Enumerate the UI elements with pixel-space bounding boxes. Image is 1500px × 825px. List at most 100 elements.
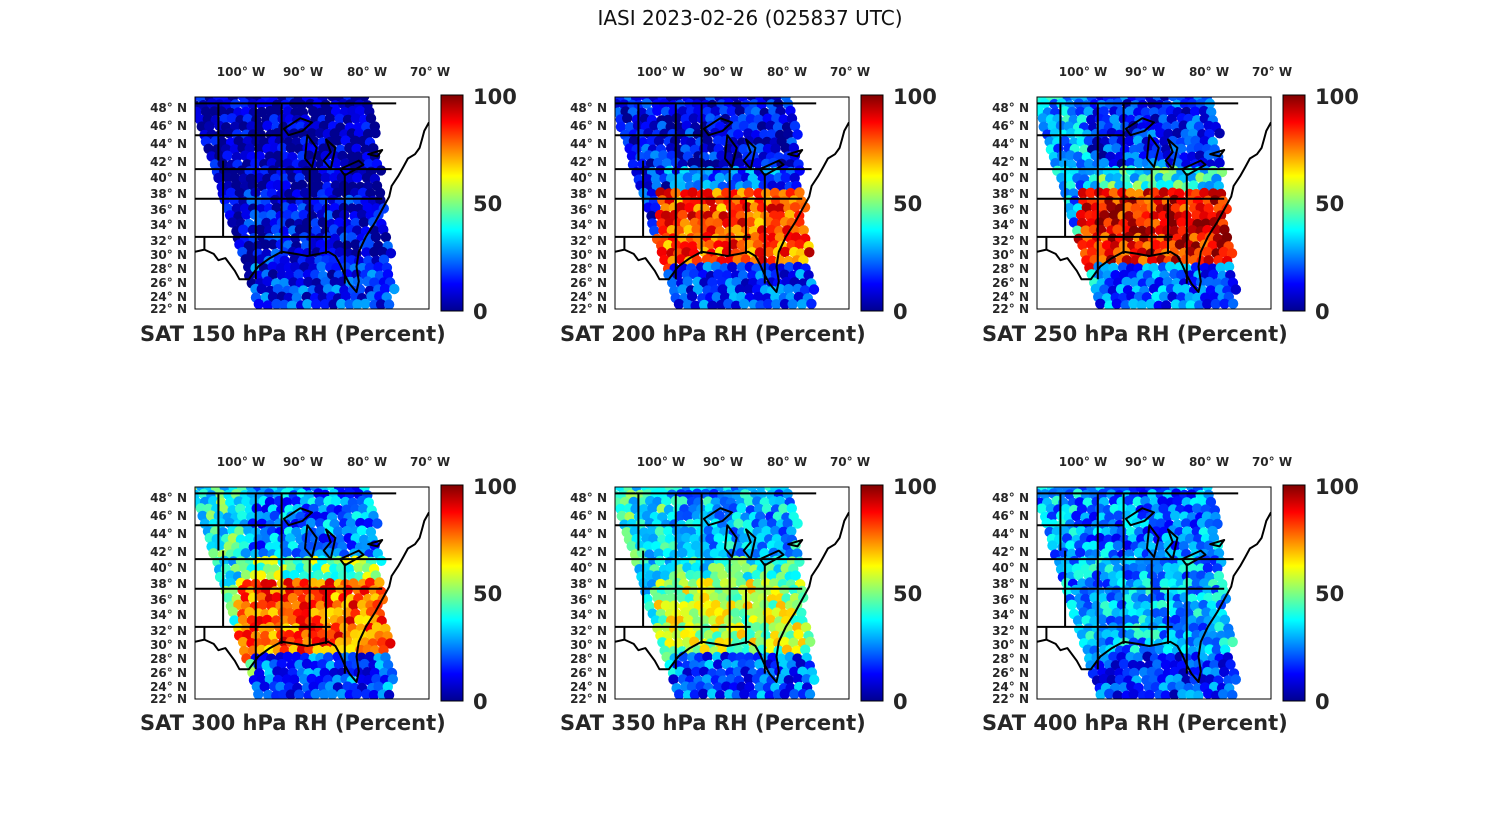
data-point xyxy=(701,674,713,685)
data-point xyxy=(286,660,297,671)
data-point xyxy=(302,299,313,309)
data-point xyxy=(615,121,627,133)
data-point xyxy=(1158,187,1170,198)
data-point xyxy=(1210,298,1221,309)
data-point xyxy=(702,651,713,663)
data-point xyxy=(1083,135,1095,147)
data-point xyxy=(287,592,298,604)
colorbar-tick-label: 100 xyxy=(1315,475,1359,499)
lat-tick-label: 22° N xyxy=(570,302,607,316)
lon-tick-label: 100° W xyxy=(217,455,265,469)
data-point xyxy=(353,562,364,573)
data-point xyxy=(1102,607,1113,618)
colorbar-tick-label: 0 xyxy=(1315,690,1330,714)
data-point xyxy=(1037,113,1049,124)
data-point xyxy=(803,270,814,281)
data-point xyxy=(743,128,754,139)
data-point xyxy=(267,269,279,280)
data-point xyxy=(344,299,355,309)
data-point xyxy=(1108,210,1120,221)
data-point xyxy=(366,291,377,302)
data-point xyxy=(1155,518,1167,529)
great-lake xyxy=(282,117,313,137)
data-point xyxy=(1072,225,1083,236)
lat-tick-label: 28° N xyxy=(570,652,607,666)
data-point xyxy=(659,128,670,139)
data-point xyxy=(751,569,762,581)
great-lake xyxy=(724,134,738,168)
data-point xyxy=(1217,585,1229,596)
data-point xyxy=(229,615,240,626)
data-point xyxy=(1214,621,1225,633)
data-point xyxy=(1071,510,1082,522)
data-point xyxy=(244,607,255,618)
data-point xyxy=(1203,688,1214,699)
data-point xyxy=(260,239,271,250)
data-point xyxy=(792,518,803,529)
data-point xyxy=(1077,578,1088,589)
data-point xyxy=(687,187,698,198)
data-point xyxy=(195,487,198,491)
data-point xyxy=(1037,503,1047,514)
data-point xyxy=(1116,600,1128,611)
lat-tick-label: 24° N xyxy=(150,680,187,694)
data-point xyxy=(230,99,241,110)
data-point xyxy=(681,247,692,258)
great-lake xyxy=(1124,117,1155,137)
great-lake xyxy=(1181,159,1207,177)
data-point xyxy=(1110,660,1122,671)
data-point xyxy=(736,503,747,514)
data-point xyxy=(290,233,301,244)
data-point xyxy=(357,599,368,611)
great-lake xyxy=(1181,549,1207,567)
data-point xyxy=(1193,142,1205,154)
great-lake xyxy=(1209,149,1226,158)
data-point xyxy=(793,629,804,640)
coastline xyxy=(195,121,429,293)
data-point xyxy=(373,681,384,692)
data-point xyxy=(1067,106,1078,118)
data-point xyxy=(1160,659,1172,671)
data-point xyxy=(269,510,280,522)
data-point xyxy=(227,606,239,618)
data-point xyxy=(690,300,701,309)
data-point xyxy=(738,144,749,155)
data-point xyxy=(725,540,736,552)
lat-tick-label: 24° N xyxy=(150,290,187,304)
great-lake xyxy=(304,524,318,558)
lon-tick-label: 90° W xyxy=(703,455,743,469)
data-point xyxy=(1170,510,1181,521)
map-frame xyxy=(1036,96,1272,310)
data-point xyxy=(686,291,698,302)
data-point xyxy=(320,150,331,162)
data-point xyxy=(349,135,361,146)
data-point xyxy=(660,570,671,581)
data-point xyxy=(757,121,768,132)
data-point xyxy=(222,172,233,183)
data-point xyxy=(1162,511,1173,522)
data-point xyxy=(1125,651,1136,663)
data-point xyxy=(780,563,791,574)
data-point xyxy=(251,681,262,692)
data-point xyxy=(1123,570,1134,581)
data-point xyxy=(764,690,775,699)
data-point xyxy=(1125,157,1136,169)
data-point xyxy=(271,592,282,603)
lon-tick-label: 100° W xyxy=(1059,65,1107,79)
data-point xyxy=(1185,300,1196,309)
data-point xyxy=(1124,135,1135,147)
data-point xyxy=(1186,489,1197,500)
data-point xyxy=(711,651,723,663)
data-point xyxy=(1105,636,1116,648)
colorbar-tick-label: 0 xyxy=(473,300,488,324)
colorbar-tick-label: 50 xyxy=(1315,582,1344,606)
data-point xyxy=(268,239,279,250)
data-point xyxy=(792,673,804,685)
data-point xyxy=(254,121,265,132)
colorbar-tick-label: 50 xyxy=(893,582,922,606)
data-point xyxy=(1088,540,1099,551)
map-outlines xyxy=(195,492,429,683)
colorbar xyxy=(440,484,464,702)
data-point xyxy=(1173,179,1184,191)
data-point xyxy=(267,607,279,618)
